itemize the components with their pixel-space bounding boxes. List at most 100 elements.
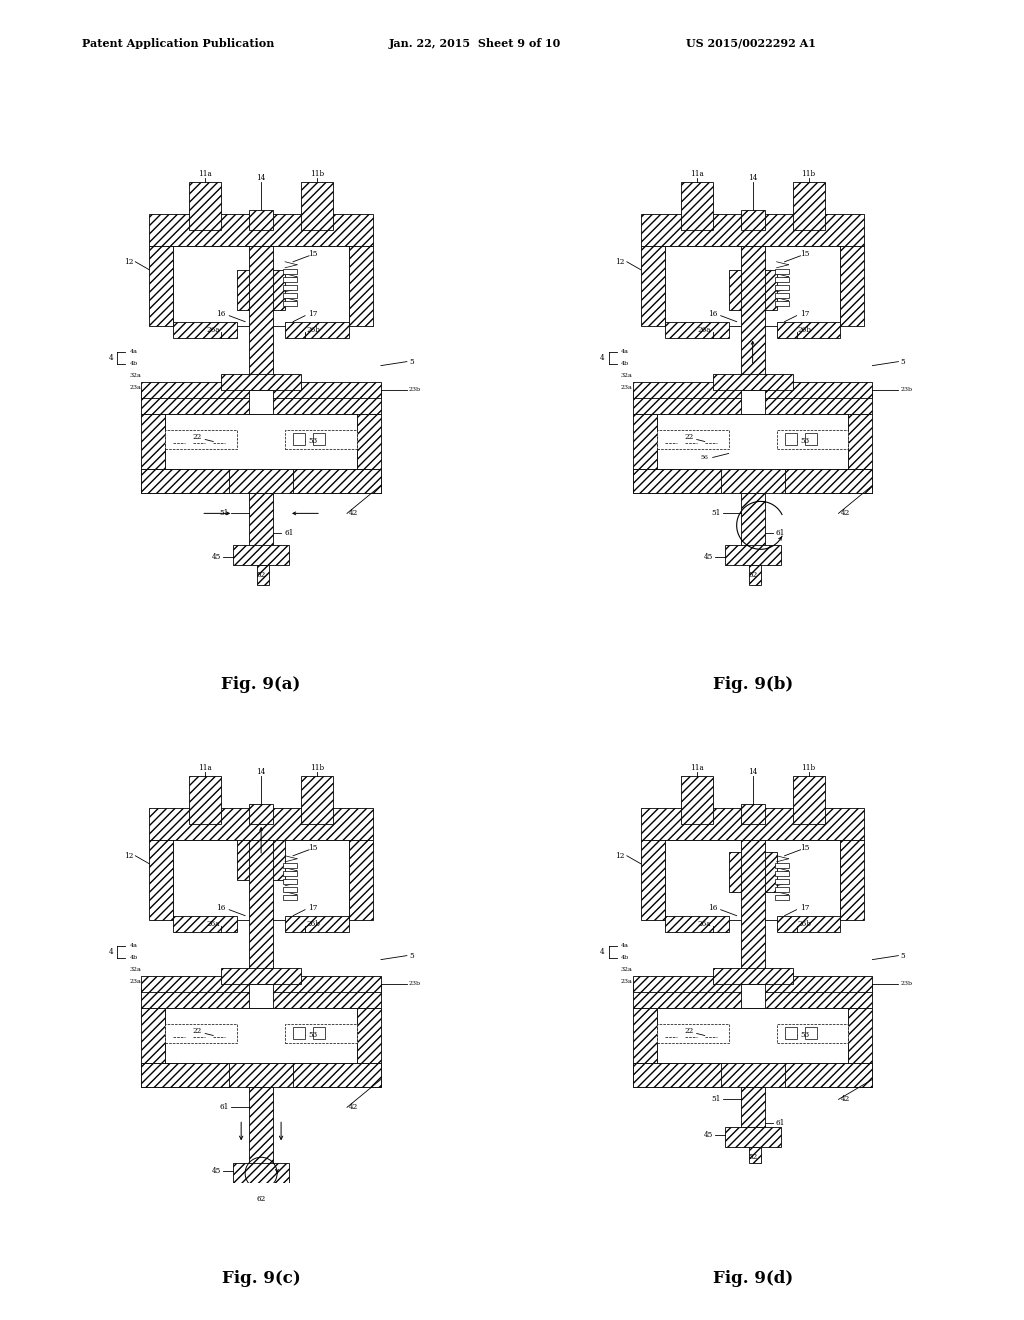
Bar xyxy=(633,1007,656,1064)
Bar xyxy=(740,983,765,1007)
Bar xyxy=(774,871,788,875)
Bar xyxy=(776,429,849,450)
Bar xyxy=(141,470,229,494)
Bar xyxy=(249,804,273,824)
Bar xyxy=(633,470,721,494)
Bar xyxy=(793,182,824,230)
Bar xyxy=(776,916,841,932)
Bar xyxy=(740,389,765,413)
Text: 26b: 26b xyxy=(798,326,811,334)
Text: 61: 61 xyxy=(776,529,785,537)
Text: 26a: 26a xyxy=(207,326,220,334)
Text: 23a: 23a xyxy=(621,979,633,985)
Text: 52: 52 xyxy=(256,572,266,579)
Text: 16: 16 xyxy=(708,904,718,912)
Bar xyxy=(793,776,824,824)
Text: 51: 51 xyxy=(712,1096,721,1104)
Bar xyxy=(841,840,864,920)
Bar xyxy=(713,968,793,983)
Bar xyxy=(150,214,373,246)
Text: 15: 15 xyxy=(308,843,317,851)
Bar xyxy=(283,277,297,281)
Bar xyxy=(774,863,788,867)
Text: 16: 16 xyxy=(708,310,718,318)
Bar xyxy=(283,887,297,892)
Bar xyxy=(150,246,173,326)
Text: 26b: 26b xyxy=(306,920,319,928)
Bar xyxy=(633,1064,872,1088)
Bar xyxy=(283,293,297,298)
Bar xyxy=(641,214,864,246)
Text: 22: 22 xyxy=(193,1027,202,1035)
Bar xyxy=(283,879,297,883)
Text: 14: 14 xyxy=(748,174,758,182)
Bar xyxy=(776,1023,849,1044)
Text: 23b: 23b xyxy=(900,387,912,392)
Bar xyxy=(725,545,780,565)
Bar xyxy=(805,433,816,445)
Bar xyxy=(283,895,297,900)
Text: 61: 61 xyxy=(220,1104,229,1111)
Text: 4a: 4a xyxy=(129,942,137,948)
Text: 4b: 4b xyxy=(621,362,629,366)
Bar xyxy=(784,1064,872,1088)
Text: 23b: 23b xyxy=(409,387,421,392)
Text: 12: 12 xyxy=(615,851,625,859)
Bar xyxy=(283,285,297,289)
Bar xyxy=(633,470,872,494)
Bar xyxy=(740,210,765,230)
Bar xyxy=(349,246,373,326)
Text: 22: 22 xyxy=(193,433,202,441)
Bar xyxy=(141,1007,165,1064)
Text: 23b: 23b xyxy=(409,981,421,986)
Text: 11b: 11b xyxy=(310,170,324,178)
Bar xyxy=(293,433,305,445)
Bar xyxy=(165,1007,357,1064)
Bar xyxy=(189,776,221,824)
Text: 42: 42 xyxy=(841,1096,850,1104)
Text: 23a: 23a xyxy=(129,385,141,391)
Text: 11a: 11a xyxy=(690,764,703,772)
Text: 12: 12 xyxy=(124,851,133,859)
Bar xyxy=(293,1064,381,1088)
Bar xyxy=(173,916,238,932)
Text: Fig. 9(c): Fig. 9(c) xyxy=(222,1270,300,1287)
Text: 51: 51 xyxy=(712,510,721,517)
Text: 12: 12 xyxy=(615,257,625,265)
Text: 14: 14 xyxy=(748,768,758,776)
Text: 22: 22 xyxy=(684,1027,693,1035)
Bar xyxy=(173,322,238,338)
Text: 61: 61 xyxy=(285,529,294,537)
Text: 5: 5 xyxy=(900,358,905,366)
Text: 26a: 26a xyxy=(207,920,220,928)
Bar xyxy=(774,895,788,900)
Bar xyxy=(740,840,765,983)
Bar xyxy=(283,301,297,306)
Bar xyxy=(285,1023,357,1044)
Text: 62: 62 xyxy=(256,1195,266,1204)
Text: 14: 14 xyxy=(256,768,266,776)
Text: 26a: 26a xyxy=(698,920,712,928)
Bar xyxy=(141,381,381,397)
Text: 12: 12 xyxy=(124,257,133,265)
Bar xyxy=(141,1064,229,1088)
Bar xyxy=(784,433,797,445)
Text: 45: 45 xyxy=(703,1131,713,1139)
Text: 53: 53 xyxy=(800,1031,809,1039)
Bar xyxy=(173,840,349,920)
Bar xyxy=(293,470,381,494)
Bar xyxy=(641,808,864,840)
Text: 5: 5 xyxy=(900,952,905,960)
Text: Jan. 22, 2015  Sheet 9 of 10: Jan. 22, 2015 Sheet 9 of 10 xyxy=(389,37,561,49)
Bar xyxy=(713,374,793,389)
Text: 4: 4 xyxy=(600,354,605,362)
Text: 32a: 32a xyxy=(129,968,141,972)
Text: 4b: 4b xyxy=(129,956,137,960)
Text: 4: 4 xyxy=(109,354,114,362)
Text: 32a: 32a xyxy=(129,374,141,378)
Text: 17: 17 xyxy=(308,904,317,912)
Bar xyxy=(729,269,776,310)
Bar xyxy=(357,413,381,470)
Bar xyxy=(656,413,849,470)
Bar xyxy=(285,916,349,932)
